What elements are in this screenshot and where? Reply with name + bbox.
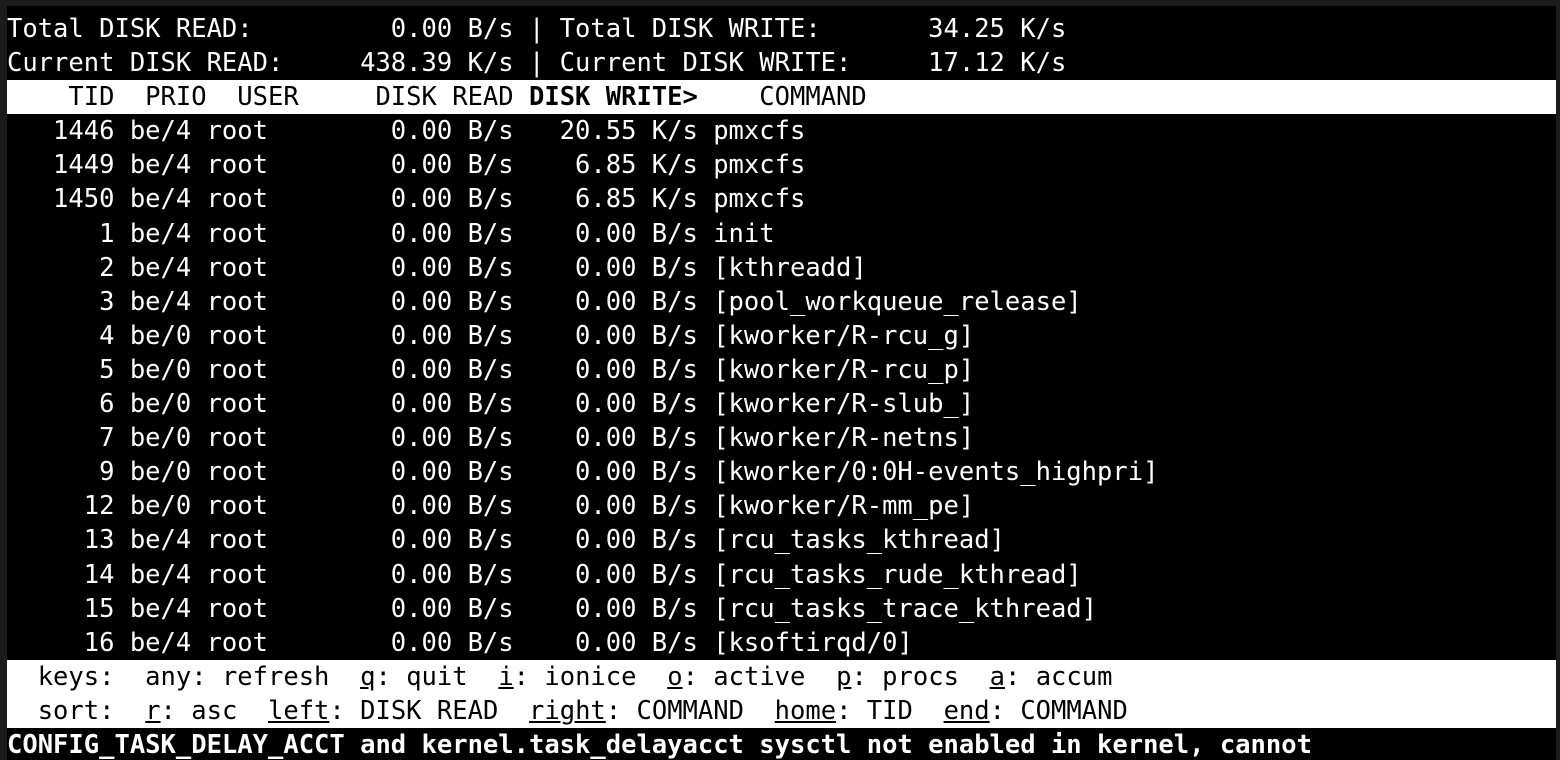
- sort-text-0: sort:: [7, 695, 146, 726]
- sort-text-6: : COMMAND: [605, 695, 775, 726]
- keys-shortcut-i[interactable]: i: [498, 661, 514, 692]
- sort-shortcut-left[interactable]: left: [268, 695, 330, 726]
- keys-shortcut-a[interactable]: a: [989, 661, 1005, 692]
- keys-text-12: : accum: [1004, 661, 1556, 692]
- kernel-warning-message: CONFIG_TASK_DELAY_ACCT and kernel.task_d…: [7, 727, 1556, 760]
- sort-text-4: : DISK READ: [329, 695, 530, 726]
- sort-shortcut-r[interactable]: r: [145, 695, 161, 726]
- sort-text-2: : asc: [160, 695, 268, 726]
- table-row[interactable]: 1449 be/4 root 0.00 B/s 6.85 K/s pmxcfs: [7, 148, 1556, 183]
- keys-text-10: : procs: [851, 661, 990, 692]
- table-row[interactable]: 16 be/4 root 0.00 B/s 0.00 B/s [ksoftirq…: [7, 625, 1556, 660]
- keys-shortcut-p[interactable]: p: [836, 661, 852, 692]
- table-row[interactable]: 15 be/4 root 0.00 B/s 0.00 B/s [rcu_task…: [7, 591, 1556, 626]
- sort-shortcut-end[interactable]: end: [943, 695, 990, 726]
- column-header-prefix: TID PRIO USER DISK READ: [7, 82, 529, 113]
- column-header-suffix: COMMAND: [759, 82, 867, 113]
- sort-shortcut-home[interactable]: home: [774, 695, 837, 726]
- table-row[interactable]: 5 be/0 root 0.00 B/s 0.00 B/s [kworker/R…: [7, 352, 1556, 388]
- table-row[interactable]: 1450 be/4 root 0.00 B/s 6.85 K/s pmxcfs: [7, 182, 1556, 217]
- table-row[interactable]: 1 be/4 root 0.00 B/s 0.00 B/s init: [7, 216, 1556, 251]
- table-row[interactable]: 12 be/0 root 0.00 B/s 0.00 B/s [kworker/…: [7, 489, 1556, 524]
- table-row[interactable]: 4 be/0 root 0.00 B/s 0.00 B/s [kworker/R…: [7, 318, 1556, 353]
- table-row[interactable]: 14 be/4 root 0.00 B/s 0.00 B/s [rcu_task…: [7, 557, 1556, 592]
- process-list[interactable]: 1446 be/4 root 0.00 B/s 20.55 K/s pmxcfs…: [7, 114, 1556, 660]
- table-row[interactable]: 6 be/0 root 0.00 B/s 0.00 B/s [kworker/R…: [7, 387, 1556, 422]
- terminal-screen[interactable]: Total DISK READ: 0.00 B/s | Total DISK W…: [7, 6, 1556, 760]
- summary-line-current: Current DISK READ: 438.39 K/s | Current …: [7, 46, 1556, 81]
- table-row[interactable]: 2 be/4 root 0.00 B/s 0.00 B/s [kthreadd]: [7, 250, 1556, 285]
- keys-text-2: : refresh: [191, 661, 361, 692]
- footer-keys-line[interactable]: keys: any: refresh q: quit i: ionice o: …: [7, 659, 1556, 694]
- table-row[interactable]: 7 be/0 root 0.00 B/s 0.00 B/s [kworker/R…: [7, 421, 1556, 456]
- keys-shortcut-o[interactable]: o: [667, 661, 683, 692]
- keys-text-0: keys:: [7, 661, 146, 692]
- keys-text-1: any: [145, 661, 192, 692]
- table-row[interactable]: 1446 be/4 root 0.00 B/s 20.55 K/s pmxcfs: [7, 114, 1556, 149]
- keys-text-4: : quit: [375, 661, 499, 692]
- keys-text-6: : ionice: [513, 661, 668, 692]
- column-header-sort-disk-write[interactable]: DISK WRITE>: [528, 82, 698, 113]
- keys-text-8: : active: [682, 661, 837, 692]
- table-row[interactable]: 3 be/4 root 0.00 B/s 0.00 B/s [pool_work…: [7, 284, 1556, 319]
- table-row[interactable]: 13 be/4 root 0.00 B/s 0.00 B/s [rcu_task…: [7, 523, 1556, 558]
- screen-top-padding: [7, 6, 1556, 12]
- sort-text-10: : COMMAND: [989, 695, 1512, 726]
- footer-sort-line[interactable]: sort: r: asc left: DISK READ right: COMM…: [7, 693, 1556, 728]
- sort-text-8: : TID: [836, 695, 944, 726]
- keys-shortcut-q[interactable]: q: [360, 661, 376, 692]
- table-row[interactable]: 9 be/0 root 0.00 B/s 0.00 B/s [kworker/0…: [7, 455, 1556, 490]
- table-column-header[interactable]: TID PRIO USER DISK READ DISK WRITE> COMM…: [7, 80, 1556, 115]
- sort-shortcut-right[interactable]: right: [529, 695, 606, 726]
- summary-line-total: Total DISK READ: 0.00 B/s | Total DISK W…: [7, 12, 1556, 47]
